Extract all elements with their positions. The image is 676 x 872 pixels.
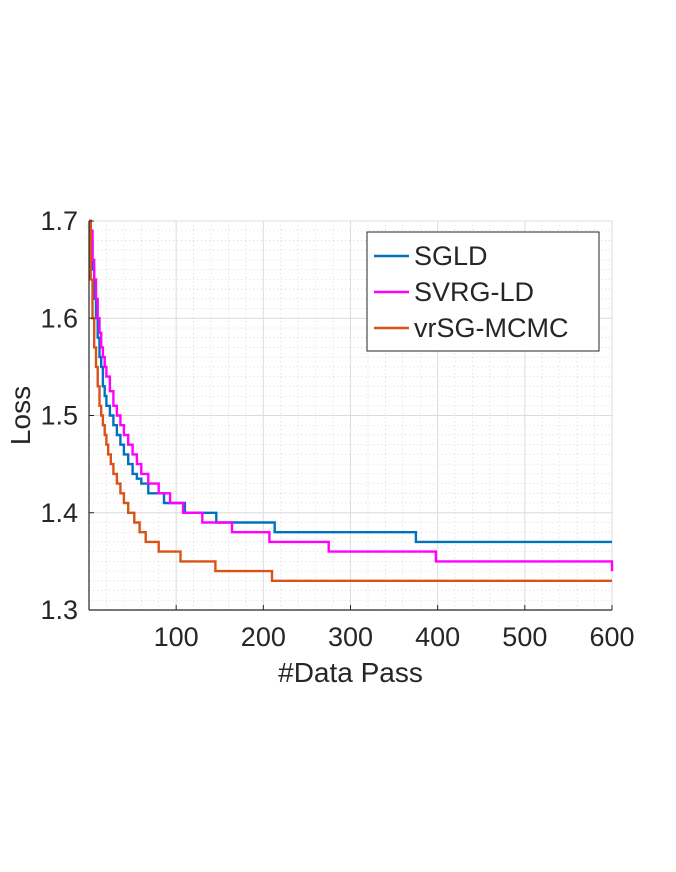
legend-label: vrSG-MCMC bbox=[414, 313, 568, 343]
legend-label: SVRG-LD bbox=[414, 277, 534, 307]
x-tick-label: 400 bbox=[415, 622, 460, 652]
legend-items: SGLD SVRG-LD vrSG-MCMC bbox=[374, 241, 568, 343]
series-layer bbox=[89, 219, 614, 582]
x-tick-label: 100 bbox=[154, 622, 199, 652]
legend: SGLD SVRG-LD vrSG-MCMC bbox=[366, 231, 600, 352]
x-tick-label: 200 bbox=[241, 622, 286, 652]
series-line-svrg-ld bbox=[89, 219, 614, 572]
x-axis-label: #Data Pass bbox=[278, 657, 423, 688]
y-tick-label: 1.7 bbox=[40, 206, 78, 236]
y-axis-ticks: 1.3 1.4 1.5 1.6 1.7 bbox=[40, 206, 94, 625]
y-tick-label: 1.4 bbox=[40, 498, 78, 528]
x-tick-label: 300 bbox=[328, 622, 373, 652]
x-tick-label: 600 bbox=[589, 622, 634, 652]
y-axis-label: Loss bbox=[5, 386, 36, 445]
x-tick-label: 500 bbox=[502, 622, 547, 652]
y-tick-label: 1.6 bbox=[40, 303, 78, 333]
legend-label: SGLD bbox=[414, 241, 488, 271]
x-axis-ticks: 100 200 300 400 500 600 bbox=[154, 605, 635, 652]
y-tick-label: 1.5 bbox=[40, 401, 78, 431]
series-line-vrsg-mcmc bbox=[89, 219, 612, 582]
y-tick-label: 1.3 bbox=[40, 595, 78, 625]
